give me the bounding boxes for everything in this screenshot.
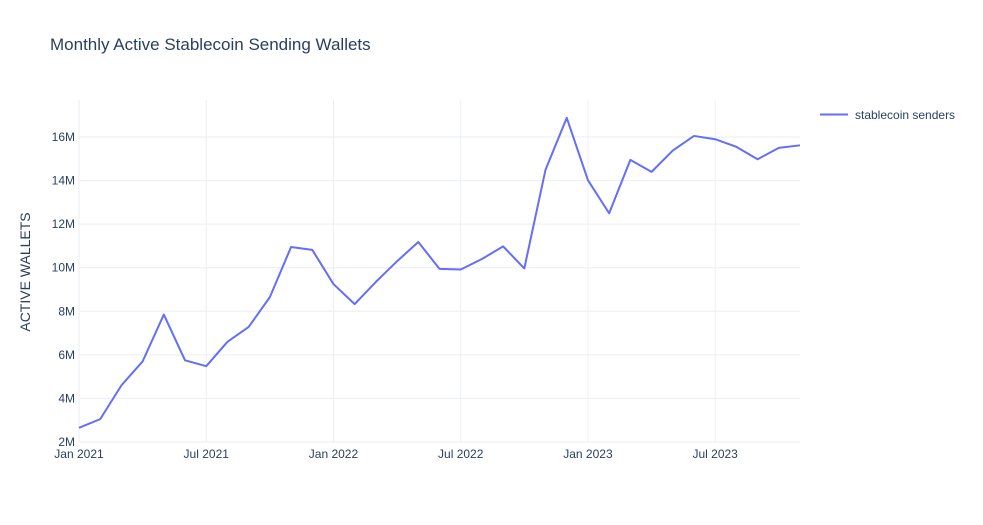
legend-label: stablecoin senders xyxy=(855,108,955,122)
y-tick-label: 2M xyxy=(58,435,75,449)
x-axis-ticks: Jan 2021 Jul 2021 Jan 2022 Jul 2022 Jan 2023… xyxy=(54,447,738,461)
x-tick-label: Jan 2021 xyxy=(54,447,104,461)
series-lines xyxy=(78,116,801,429)
x-tick-label: Jan 2023 xyxy=(563,447,613,461)
y-tick-label: 12M xyxy=(52,217,75,231)
y-axis-title: ACTIVE WALLETS xyxy=(17,212,33,331)
y-tick-label: 10M xyxy=(52,261,75,275)
x-tick-label: Jul 2022 xyxy=(438,447,484,461)
y-axis-ticks: 2M 4M 6M 8M 10M 12M 14M 16M xyxy=(52,130,75,449)
series-line[interactable] xyxy=(78,116,801,429)
chart-title: Monthly Active Stablecoin Sending Wallet… xyxy=(50,35,371,54)
x-tick-label: Jul 2023 xyxy=(692,447,738,461)
legend[interactable]: stablecoin senders xyxy=(820,108,955,122)
y-tick-label: 6M xyxy=(58,348,75,362)
x-tick-label: Jul 2021 xyxy=(184,447,230,461)
y-tick-label: 4M xyxy=(58,391,75,405)
x-tick-label: Jan 2022 xyxy=(309,447,359,461)
y-tick-label: 16M xyxy=(52,130,75,144)
y-tick-label: 8M xyxy=(58,304,75,318)
y-tick-label: 14M xyxy=(52,174,75,188)
